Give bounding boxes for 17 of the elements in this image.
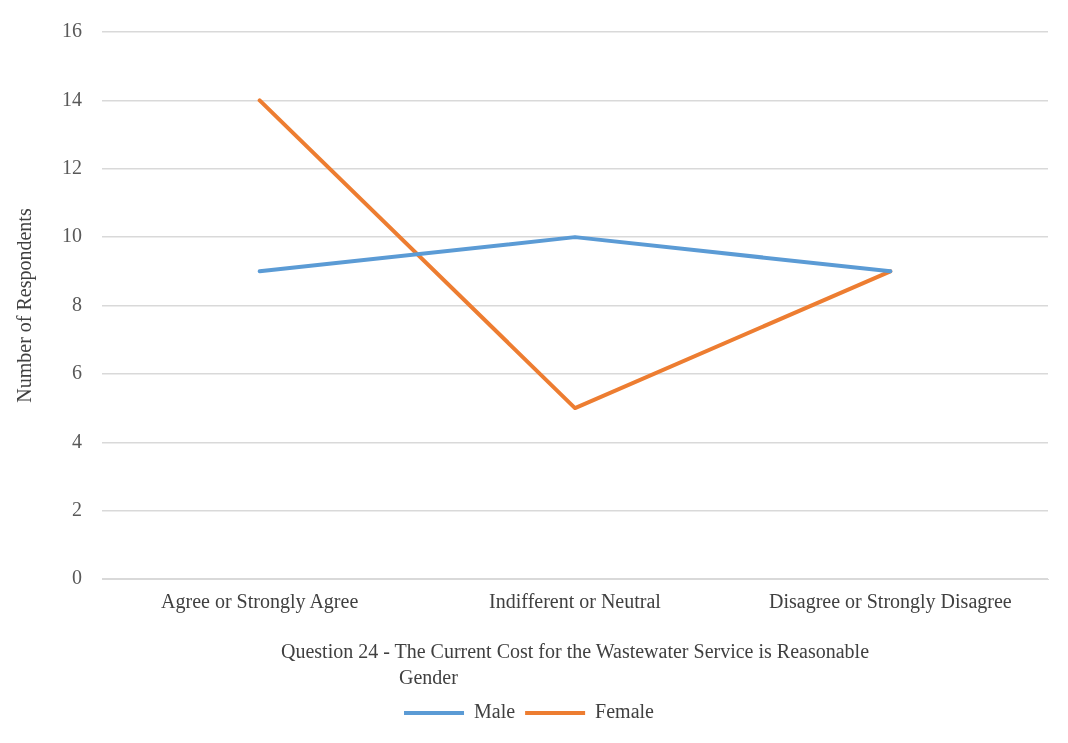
legend-label: Male [474, 700, 516, 723]
y-tick-label: 4 [72, 429, 82, 452]
y-axis-title: Number of Respondents [13, 208, 37, 403]
y-tick-label: 10 [62, 224, 82, 247]
y-tick-label: 2 [72, 497, 82, 520]
y-tick-label: 0 [72, 566, 82, 589]
y-tick-label: 14 [62, 87, 82, 110]
x-tick-label: Disagree or Strongly Disagree [768, 590, 1012, 614]
y-tick-label: 12 [62, 156, 82, 178]
legend-title: Gender [399, 666, 459, 689]
y-tick-label: 16 [62, 19, 82, 42]
legend-label: Female [595, 700, 655, 723]
x-tick-label: Agree or Strongly Agree [161, 590, 359, 614]
x-axis-title: Question 24 - The Current Cost for the Wastewater Service is Reasonable [280, 640, 870, 663]
y-tick-label: 8 [72, 292, 82, 315]
y-tick-label: 6 [72, 361, 82, 384]
x-tick-label: Indifferent or Neutral [489, 590, 662, 613]
